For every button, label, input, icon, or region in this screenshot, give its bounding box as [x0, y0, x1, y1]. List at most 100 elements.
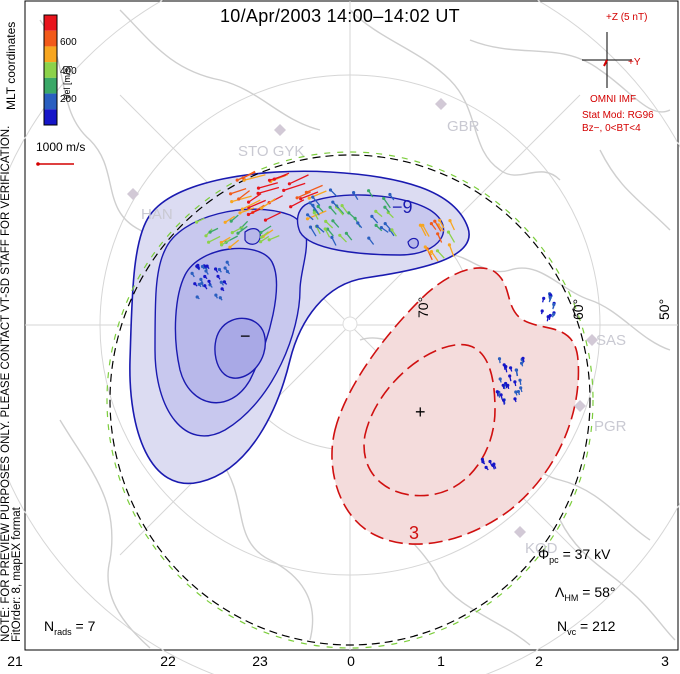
velocity-vector [257, 186, 280, 195]
velocity-vector [283, 182, 306, 192]
colorbar-swatch [44, 62, 57, 78]
velocity-vector-origin [308, 225, 313, 229]
velocity-vector-origin [374, 209, 378, 213]
velocity-vector-origin [308, 201, 312, 205]
velocity-vector-origin [259, 206, 264, 210]
velocity-vector [238, 190, 250, 200]
negative-potential-cell [129, 170, 470, 485]
coast-5 [429, 253, 671, 351]
imf-dial [582, 32, 632, 88]
velocity-vector-origin [328, 205, 332, 209]
velocity-vector-origin [246, 212, 250, 217]
velocity-vector [296, 191, 311, 199]
velocity-vector-origin [263, 218, 268, 222]
velocity-vector-origin [207, 279, 211, 283]
colorbar-swatch [44, 77, 57, 94]
velocity-vector-origin [223, 220, 227, 224]
velocity-vector-origin [513, 380, 517, 384]
velocity-vector-origin [256, 191, 260, 195]
velocity-vector-origin [552, 312, 556, 316]
velocity-vector [325, 220, 334, 229]
mlt-tick-2: 2 [535, 653, 543, 669]
velocity-vector-origin [352, 191, 356, 195]
imf-y-label: +Y [628, 57, 641, 68]
velocity-vector-origin [316, 204, 320, 209]
velocity-vector-origin [344, 231, 348, 235]
lat-label-70: 70° [415, 296, 431, 318]
map-title: 10/Apr/2003 14:00–14:02 UT [220, 6, 460, 26]
velocity-vector [237, 225, 248, 234]
velocity-vector-origin [315, 224, 319, 228]
velocity-vector-origin [480, 457, 484, 461]
mlt-tick-1: 1 [437, 653, 445, 669]
velocity-vector [336, 206, 344, 216]
velocity-vector [224, 215, 235, 223]
vector-count: Nvc = 212 [557, 618, 615, 637]
velocity-vector [248, 208, 260, 216]
nvc-value: = 212 [580, 618, 616, 634]
velocity-vectors [190, 170, 556, 471]
preview-note: NOTE: FOR PREVIEW PURPOSES ONLY. PLEASE … [0, 22, 23, 642]
velocity-vector-origin [390, 228, 394, 232]
velocity-vector-origin [311, 195, 315, 199]
negative-contour-5 [296, 194, 445, 256]
velocity-vector-origin [429, 250, 434, 254]
velocity-vector-origin [199, 277, 203, 281]
pole-marker [342, 316, 358, 332]
mlt-tick-23: 23 [252, 653, 268, 669]
velocity-vector-origin [520, 361, 524, 365]
lambda-symbol: Λ [555, 584, 565, 600]
velocity-vector-origin [237, 197, 241, 201]
velocity-vector-origin [241, 176, 245, 180]
negative-contour-7 [407, 237, 419, 249]
velocity-vector-origin [388, 192, 392, 197]
positive-potential-cell [331, 267, 580, 545]
velocity-vector [448, 244, 455, 257]
velocity-vector-origin [382, 196, 386, 200]
velocity-vector [231, 195, 252, 203]
velocity-vector [290, 199, 305, 208]
nrads-value: = 7 [75, 618, 96, 634]
velocity-vector-origin [229, 192, 233, 196]
velocity-vector-origin [548, 295, 552, 300]
velocity-vector-origin [312, 211, 316, 215]
velocity-vector [434, 220, 442, 232]
imf-model: Stat Mod: RG96 [582, 110, 654, 121]
coast-12 [599, 149, 671, 231]
velocity-vector [231, 226, 244, 234]
velocity-vector-origin [447, 243, 451, 247]
velocity-vector-origin [448, 219, 452, 223]
station-marker-kod [514, 526, 526, 538]
velocity-vector-origin [509, 366, 513, 370]
velocity-vector-origin [218, 296, 222, 300]
velocity-colorbar [43, 14, 58, 126]
phi-symbol: Φ [538, 546, 550, 562]
velocity-vector-origin [338, 233, 342, 237]
velocity-vector [243, 174, 266, 181]
velocity-vector-origin [200, 281, 204, 285]
velocity-vector-origin [238, 211, 242, 215]
imf-source: OMNI IMF [590, 94, 637, 105]
station-marker-sto [274, 124, 286, 136]
hm-boundary-green [106, 151, 594, 649]
nrads-symbol: N [44, 618, 55, 634]
coast-10 [559, 519, 676, 641]
station-label-han: HAN [141, 206, 173, 223]
velocity-vector [242, 199, 261, 210]
velocity-vector-origin [542, 296, 546, 300]
velocity-vector [261, 198, 276, 209]
velocity-vector-origin [220, 243, 224, 247]
velocity-vector-origin [383, 205, 387, 209]
velocity-vector-origin [435, 249, 440, 253]
velocity-vector-origin [367, 236, 371, 240]
hm-boundary [109, 154, 591, 646]
positive-contour-2 [363, 343, 496, 497]
mlt-tick-0: 0 [347, 653, 355, 669]
negative-contour-6 [244, 228, 261, 245]
velocity-vector-origin [222, 280, 226, 284]
velocity-vector-origin [230, 200, 234, 204]
velocity-vector-origin [197, 282, 201, 286]
velocity-vector-origin [331, 219, 335, 223]
velocity-vector-origin [295, 196, 299, 200]
